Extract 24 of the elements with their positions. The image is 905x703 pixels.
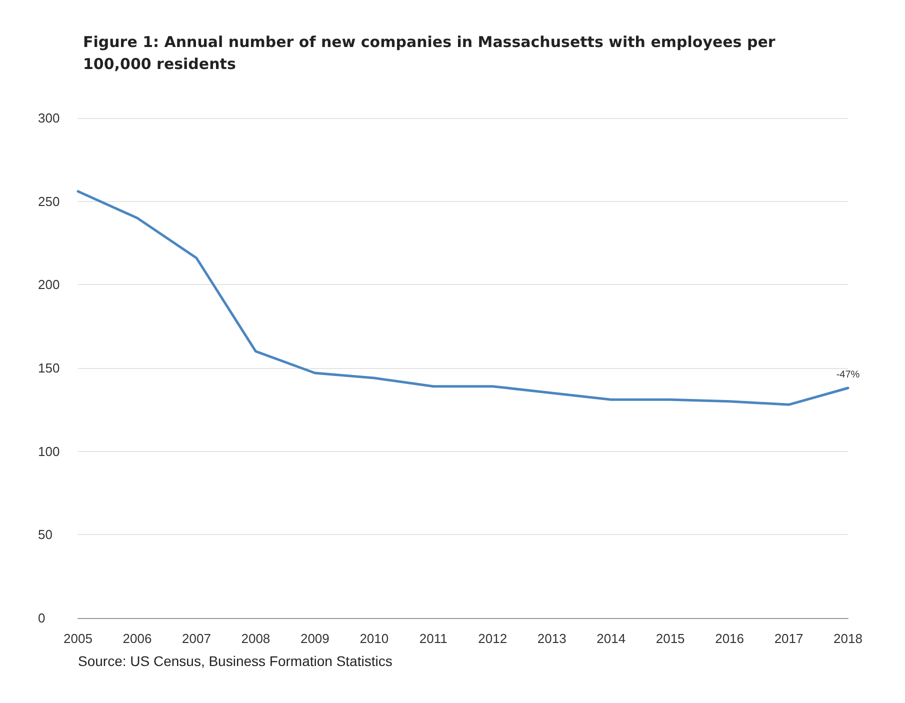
x-tick-label: 2011 [419, 631, 448, 646]
x-tick-label: 2010 [360, 631, 389, 646]
y-tick-label: 0 [38, 610, 46, 626]
x-tick-label: 2009 [300, 631, 330, 646]
x-tick-label: 2005 [64, 631, 92, 646]
x-tick-label: 2007 [182, 631, 211, 646]
y-tick-label: 150 [38, 360, 60, 376]
annotation: -47% [836, 370, 860, 380]
y-tick-label: 100 [38, 444, 60, 459]
x-tick-label: 2013 [537, 631, 566, 646]
y-tick-label: 300 [38, 110, 60, 126]
x-tick-label: 2008 [241, 631, 270, 646]
x-tick-label: 2018 [834, 631, 862, 646]
x-tick-label: 2017 [774, 631, 804, 646]
y-tick-label: 200 [38, 277, 60, 292]
source-note: Source: US Census, Business Formation Statistics [78, 653, 392, 669]
x-tick-label: 2014 [596, 631, 626, 646]
y-tick-label: 50 [38, 527, 52, 542]
x-tick-label: 2006 [122, 631, 152, 646]
x-tick-label: 2016 [715, 631, 744, 646]
x-tick-label: 2012 [478, 631, 508, 646]
y-tick-label: 250 [38, 194, 60, 209]
chart-title: Figure 1: Annual number of new companies in Massachusetts with employees per 100,000 residents [83, 33, 780, 73]
x-tick-label: 2015 [656, 631, 685, 646]
